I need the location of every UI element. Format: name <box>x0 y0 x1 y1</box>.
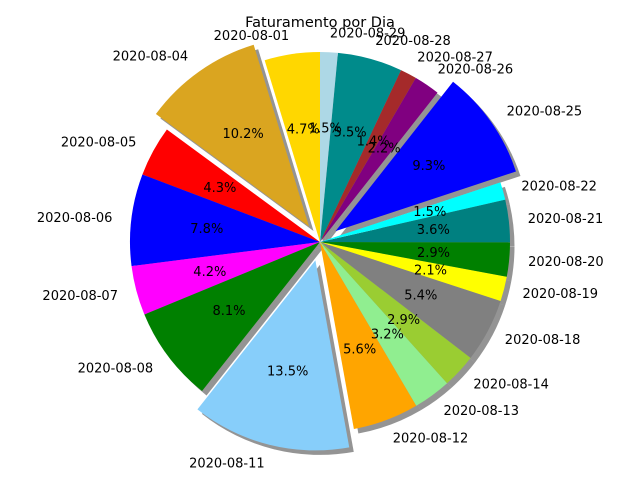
slice-2020-08-13-percent: 3.2% <box>371 327 404 342</box>
slice-2020-08-22-percent: 1.5% <box>413 205 446 220</box>
slice-2020-08-19 <box>320 242 507 302</box>
slice-2020-08-25-label: 2020-08-25 <box>507 105 583 120</box>
slice-2020-08-28-percent: 5.5% <box>334 126 367 141</box>
slice-2020-08-12-percent: 5.6% <box>343 342 376 357</box>
slice-2020-08-13 <box>320 242 448 406</box>
slice-2020-08-04-label: 2020-08-04 <box>113 49 189 64</box>
slice-2020-08-20-percent: 2.9% <box>417 246 450 261</box>
slice-2020-08-05 <box>142 129 320 242</box>
slice-2020-08-20 <box>320 242 510 277</box>
slice-2020-08-20-label: 2020-08-20 <box>528 255 604 270</box>
slice-2020-08-05-percent: 4.3% <box>203 181 236 196</box>
slice-2020-08-06 <box>130 174 320 267</box>
slice-2020-08-04-percent: 10.2% <box>222 127 263 142</box>
slice-2020-08-01-percent: 4.7% <box>287 123 320 138</box>
slice-2020-08-11-label: 2020-08-11 <box>189 457 265 472</box>
chart-title: Faturamento por Dia <box>245 15 395 31</box>
slice-2020-08-13-label: 2020-08-13 <box>443 404 519 419</box>
slice-2020-08-29-percent: 1.5% <box>309 122 342 137</box>
slice-2020-08-08-label: 2020-08-08 <box>78 361 154 376</box>
slice-2020-08-04 <box>155 44 310 227</box>
slice-2020-08-14-label: 2020-08-14 <box>473 377 549 392</box>
slice-2020-08-26-percent: 2.2% <box>368 141 401 156</box>
slice-2020-08-05-label: 2020-08-05 <box>61 136 137 151</box>
slice-2020-08-11-percent: 13.5% <box>267 365 308 380</box>
slice-2020-08-19-label: 2020-08-19 <box>523 287 599 302</box>
slice-2020-08-01-label: 2020-08-01 <box>214 29 290 44</box>
slice-2020-08-27-percent: 1.4% <box>357 135 390 150</box>
slice-2020-08-12 <box>320 242 417 429</box>
slice-2020-08-27 <box>320 70 416 243</box>
slice-2020-08-21-percent: 3.6% <box>417 223 450 238</box>
slice-2020-08-28 <box>320 52 401 243</box>
label-layer: 2020-08-01 4.7% 2020-08-04 10.2% 2020-08-05 4… <box>37 27 604 472</box>
slice-2020-08-28-label: 2020-08-28 <box>375 34 451 49</box>
slice-2020-08-07 <box>131 242 320 315</box>
slice-2020-08-26-label: 2020-08-26 <box>438 63 514 78</box>
slice-2020-08-29 <box>320 51 338 242</box>
slice-2020-08-08 <box>144 242 320 391</box>
slice-2020-08-14-percent: 2.9% <box>387 313 420 328</box>
slice-2020-08-06-label: 2020-08-06 <box>37 211 113 226</box>
slice-2020-08-11 <box>197 260 350 451</box>
slice-2020-08-27-label: 2020-08-27 <box>417 51 493 66</box>
slice-2020-08-18-percent: 5.4% <box>404 289 437 304</box>
slice-2020-08-07-label: 2020-08-07 <box>42 289 118 304</box>
slice-2020-08-08-percent: 8.1% <box>212 304 245 319</box>
slice-2020-08-25-percent: 9.3% <box>412 159 445 174</box>
slice-2020-08-25 <box>335 81 516 232</box>
slice-layer <box>130 44 516 451</box>
slice-2020-08-29-label: 2020-08-29 <box>330 27 406 42</box>
slice-2020-08-26 <box>320 77 438 242</box>
slice-2020-08-21-label: 2020-08-21 <box>528 212 604 227</box>
slice-2020-08-18-label: 2020-08-18 <box>505 333 581 348</box>
slice-2020-08-06-percent: 7.8% <box>190 222 223 237</box>
slice-2020-08-21 <box>320 199 511 243</box>
slice-2020-08-14 <box>320 242 471 384</box>
slice-2020-08-12-label: 2020-08-12 <box>393 431 469 446</box>
slice-2020-08-22-label: 2020-08-22 <box>521 179 597 194</box>
slice-2020-08-22 <box>320 182 506 242</box>
slice-2020-08-19-percent: 2.1% <box>414 264 447 279</box>
slice-2020-08-07-percent: 4.2% <box>193 265 226 280</box>
slice-2020-08-01 <box>264 52 320 242</box>
slice-2020-08-18 <box>320 242 501 358</box>
